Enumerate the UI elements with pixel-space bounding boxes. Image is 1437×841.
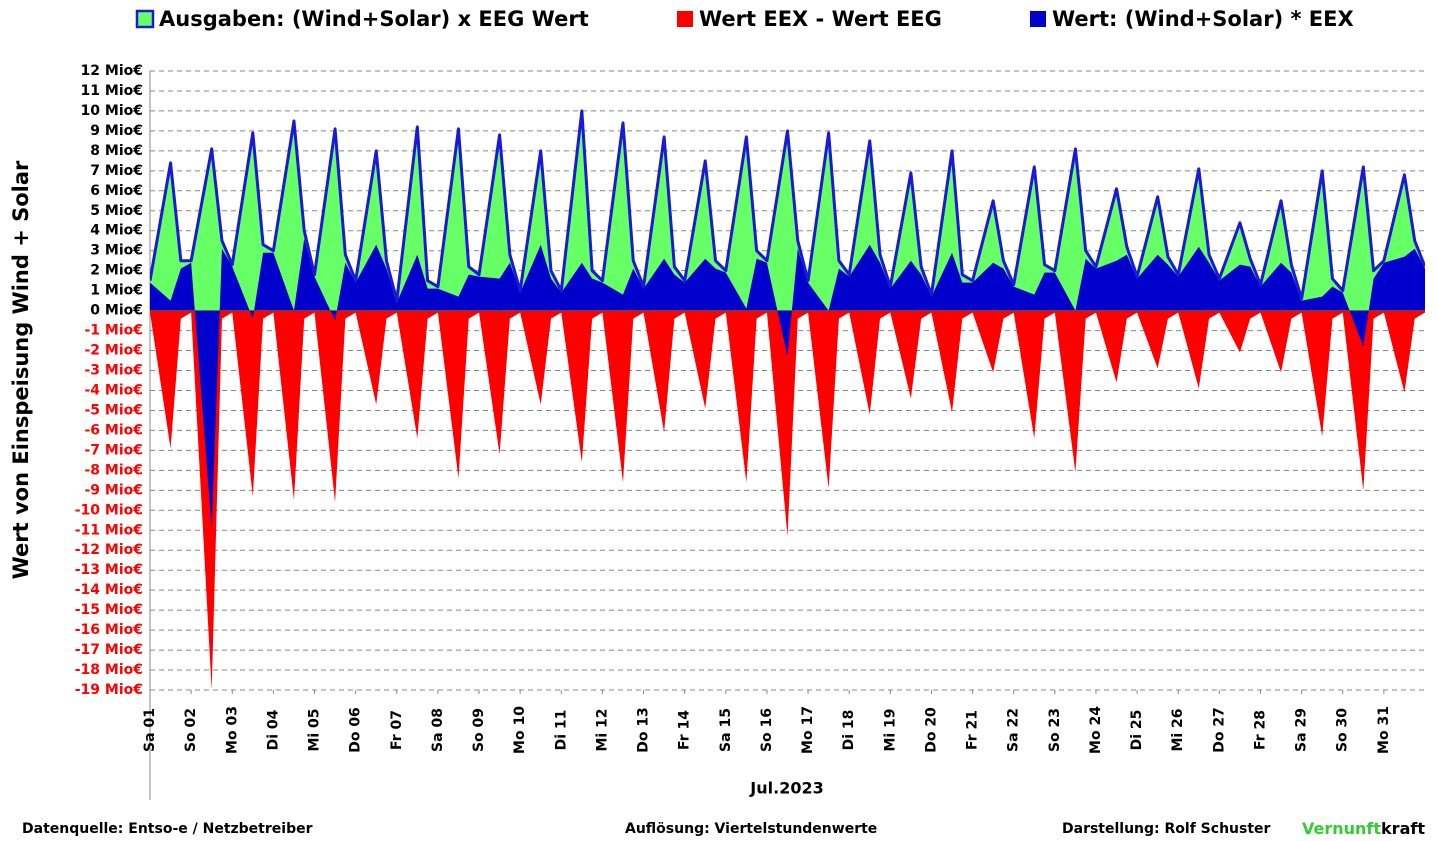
legend-label: Wert: (Wind+Solar) * EEX	[1052, 7, 1354, 31]
y-tick-label: 8 Mio€	[90, 143, 143, 159]
legend-swatch	[135, 9, 155, 29]
y-tick-label: -19 Mio€	[75, 682, 143, 698]
x-tick-label: Mo 10	[512, 706, 528, 754]
y-tick-label: 6 Mio€	[90, 183, 143, 199]
y-tick-label: 0 Mio€	[90, 303, 143, 319]
x-tick-label: Sa 22	[1006, 708, 1022, 752]
x-tick-label: Mi 19	[882, 708, 898, 751]
y-tick-label: -13 Mio€	[75, 562, 143, 578]
y-tick-label: -14 Mio€	[75, 582, 143, 598]
x-tick-label: Di 11	[553, 710, 569, 751]
y-tick-label: -6 Mio€	[84, 422, 143, 438]
y-tick-label: 1 Mio€	[90, 283, 143, 299]
y-tick-label: 11 Mio€	[81, 83, 143, 99]
y-tick-label: -17 Mio€	[75, 642, 143, 658]
brand-black: kraft	[1381, 819, 1425, 838]
y-tick-label: 10 Mio€	[81, 103, 143, 119]
footer-author: Darstellung: Rolf Schuster	[1062, 821, 1271, 837]
legend-label: Ausgaben: (Wind+Solar) x EEG Wert	[159, 7, 589, 31]
axes: 12 Mio€ 11 Mio€ 10 Mio€ 9 Mio€ 8 Mio€ 7 Mio€ 6…	[75, 63, 1392, 754]
x-tick-label: So 02	[183, 708, 199, 752]
x-tick-label: Mo 03	[224, 706, 240, 754]
x-tick-label: So 30	[1335, 708, 1351, 752]
y-tick-label: 2 Mio€	[90, 263, 143, 279]
x-tick-label: Mo 31	[1376, 706, 1392, 754]
x-tick-label: Fr 21	[965, 710, 981, 750]
footer-source: Datenquelle: Entso-e / Netzbetreiber	[22, 821, 313, 837]
x-tick-label: Mo 17	[800, 706, 816, 754]
y-tick-label: -18 Mio€	[75, 662, 143, 678]
x-tick-label: Mi 05	[307, 708, 323, 751]
x-tick-label: Sa 15	[718, 708, 734, 752]
y-tick-label: -12 Mio€	[75, 542, 143, 558]
x-tick-label: Do 20	[923, 707, 939, 753]
x-tick-label: Sa 01	[142, 708, 158, 752]
x-tick-label: Do 27	[1211, 707, 1227, 753]
x-tick-label: Fr 14	[677, 710, 693, 750]
x-tick-label: Di 04	[265, 709, 281, 750]
plot-area	[150, 109, 1425, 690]
x-tick-label: Do 13	[636, 707, 652, 753]
series-outline	[150, 109, 1425, 303]
x-tick-label: Fr 07	[389, 710, 405, 750]
x-tick-label: Sa 08	[430, 708, 446, 752]
x-tick-label: So 23	[1047, 708, 1063, 752]
footer-resolution: Auflösung: Viertelstundenwerte	[625, 821, 877, 837]
y-tick-label: -2 Mio€	[84, 343, 143, 359]
y-tick-label: -3 Mio€	[84, 363, 143, 379]
x-tick-label: Do 06	[348, 707, 364, 753]
x-tick-label: Mi 26	[1170, 708, 1186, 751]
area	[150, 310, 1425, 690]
y-tick-label: 7 Mio€	[90, 163, 143, 179]
y-tick-label: 5 Mio€	[90, 203, 143, 219]
brand-green: Vernunft	[1302, 819, 1381, 838]
y-tick-label: -5 Mio€	[84, 402, 143, 418]
x-tick-label: Mo 24	[1088, 706, 1104, 754]
y-tick-label: -15 Mio€	[75, 602, 143, 618]
y-tick-label: -1 Mio€	[84, 323, 143, 339]
y-tick-label: -7 Mio€	[84, 442, 143, 458]
footer-brand: Vernunftkraft	[1302, 819, 1425, 838]
y-tick-label: -9 Mio€	[84, 482, 143, 498]
y-tick-label: -4 Mio€	[84, 382, 143, 398]
legend-swatch	[1030, 11, 1046, 27]
y-tick-label: 3 Mio€	[90, 243, 143, 259]
area	[150, 238, 1425, 529]
x-tick-label: So 16	[759, 708, 775, 752]
legend-label: Wert EEX - Wert EEG	[699, 7, 942, 31]
y-axis-label: Wert von Einspeisung Wind + Solar	[9, 160, 33, 579]
x-tick-label: So 09	[471, 708, 487, 752]
x-tick-label: Mi 12	[594, 708, 610, 751]
x-tick-label: Di 25	[1129, 710, 1145, 751]
y-tick-label: -8 Mio€	[84, 462, 143, 478]
legend-swatch	[677, 11, 693, 27]
y-tick-label: 4 Mio€	[90, 223, 143, 239]
y-tick-label: 12 Mio€	[81, 63, 143, 79]
x-tick-label: Fr 28	[1252, 710, 1268, 750]
y-tick-label: -10 Mio€	[75, 502, 143, 518]
y-tick-label: 9 Mio€	[90, 123, 143, 139]
area	[150, 110, 1425, 311]
x-tick-label: Sa 29	[1294, 708, 1310, 752]
x-axis-label: Jul.2023	[749, 779, 823, 798]
y-tick-label: -11 Mio€	[75, 522, 143, 538]
x-tick-label: Di 18	[841, 710, 857, 751]
y-tick-label: -16 Mio€	[75, 622, 143, 638]
